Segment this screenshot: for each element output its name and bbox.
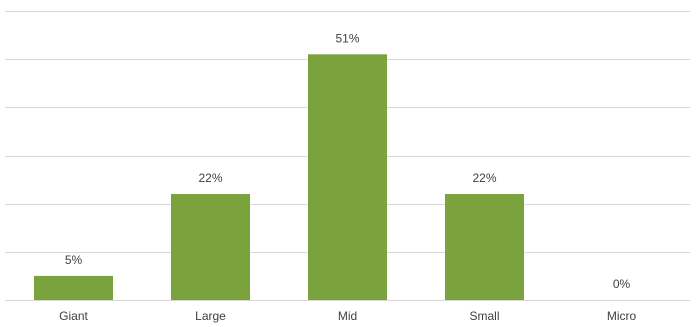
bar-giant [34,275,113,300]
bar-mid [308,54,387,300]
data-label-small: 22% [472,171,496,185]
x-tick-label-micro: Micro [607,309,637,323]
x-axis-tick-labels: Giant Large Mid Small Micro [59,309,636,323]
data-labels: 5% 22% 51% 22% 0% [65,31,631,291]
data-label-mid: 51% [335,31,359,45]
bar-large [171,194,250,300]
x-tick-label-mid: Mid [338,309,357,323]
x-tick-label-giant: Giant [59,309,88,323]
data-label-giant: 5% [65,253,83,267]
bars [34,54,524,300]
data-label-large: 22% [198,171,222,185]
bar-small [445,194,524,300]
x-tick-label-large: Large [195,309,226,323]
x-tick-label-small: Small [469,309,499,323]
data-label-micro: 0% [613,277,631,291]
